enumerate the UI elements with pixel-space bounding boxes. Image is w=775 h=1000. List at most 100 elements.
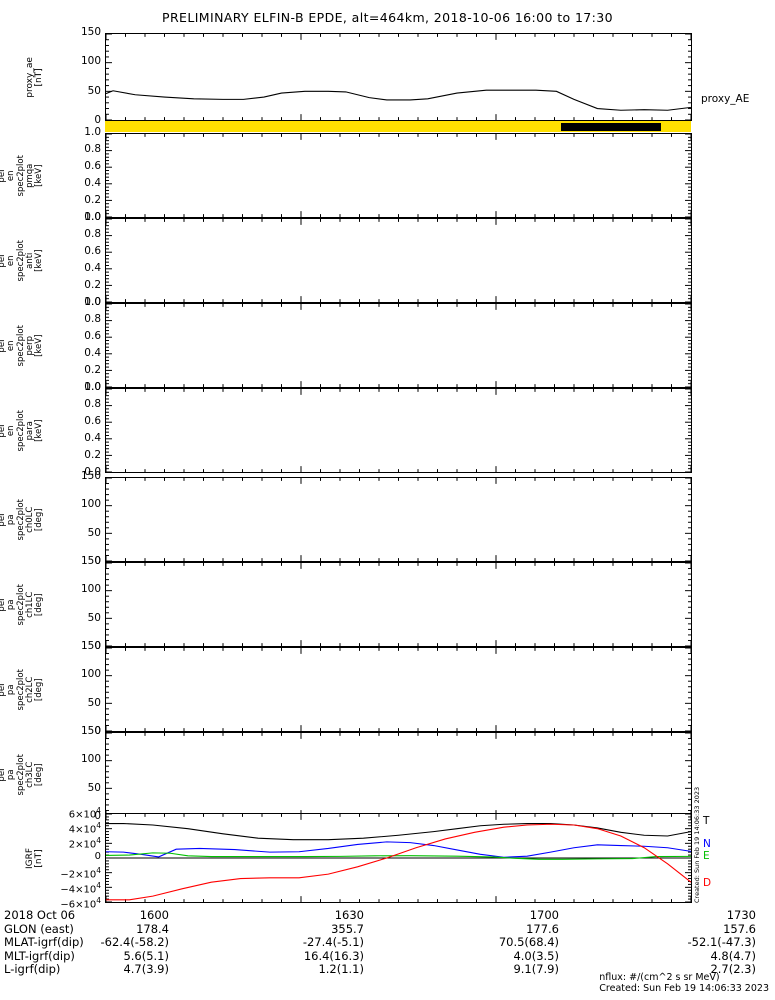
bottom-axis-value: 1700	[529, 908, 559, 922]
ytick-en-anti-2: 0.6	[84, 245, 101, 257]
ylabel-pa-ch2lc: elbpefpaspec2plotch2LC[deg]	[0, 651, 44, 728]
ytick-pa-ch3lc-1: 100	[80, 753, 101, 766]
bottom-axis-value: 4.0(3.5)	[513, 948, 559, 963]
status-bar-black	[560, 122, 662, 131]
bottom-axis-value: 177.6	[526, 921, 559, 936]
ylabel-en-perp: elbpefenspec2plotperp[keV]	[0, 307, 44, 384]
panel-en-perp	[105, 303, 692, 388]
ytick-en-pmqa-5: 0.0	[84, 211, 101, 223]
bottom-axis-value: 2.7(2.3)	[710, 962, 756, 977]
bottom-axis-value: 1.2(1.1)	[318, 962, 364, 977]
bottom-axis-value: 1630	[334, 908, 364, 922]
bottom-axis-value: 355.7	[331, 921, 364, 936]
trace-proxy_AE	[106, 89, 691, 111]
ytick-en-anti-1: 0.8	[84, 228, 101, 240]
footer-notes: nflux: #/(cm^2 s sr MeV) Created: Sun Fe…	[599, 972, 769, 994]
ylabel-line: [keV]	[34, 334, 45, 357]
footer-created: Created: Sun Feb 19 14:06:33 2023	[599, 983, 769, 994]
ylabel-en-para: elbpefenspec2plotpara[keV]	[0, 392, 44, 469]
ylabel-proxy-ae: proxy_ae [nT]	[25, 37, 45, 116]
ytick-igrf-4: −2×104	[60, 866, 101, 881]
ylabel-line: [deg]	[34, 508, 45, 531]
ytick-pa-ch2lc-2: 50	[87, 696, 101, 709]
ytick-pa-ch3lc-2: 50	[87, 781, 101, 794]
ylabel-pa-ch0lc: elbpefpaspec2plotch0LC[deg]	[0, 481, 44, 558]
ylabel-line: [keV]	[34, 249, 45, 272]
ytick-en-para-1: 0.8	[84, 398, 101, 410]
ytick-proxy-ae-1: 100	[80, 55, 101, 68]
ylabel-line: [keV]	[34, 164, 45, 187]
ytick-igrf-3: 0	[94, 851, 101, 862]
right-label-proxy-ae: proxy_AE	[701, 93, 750, 105]
ytick-pa-ch1lc-3: 0	[94, 640, 101, 652]
ytick-pa-ch2lc-3: 0	[94, 725, 101, 737]
ytick-pa-ch1lc-2: 50	[87, 611, 101, 624]
ytick-pa-ch3lc-3: 0	[94, 810, 101, 822]
ytick-en-perp-0: 1.0	[84, 296, 101, 308]
ytick-pa-ch2lc-1: 100	[80, 668, 101, 681]
ytick-pa-ch0lc-1: 100	[80, 498, 101, 511]
panel-en-anti	[105, 218, 692, 303]
bottom-axis-row: L-igrf(dip) 4.7(3.9) 1.2(1.1) 9.1(7.9) 2.7(2…	[4, 963, 772, 977]
bottom-axis-label: L-igrf(dip)	[4, 962, 61, 977]
ylabel-en-pmqa: elbpefenspec2plotpmqa[keV]	[0, 137, 44, 214]
panel-pa-ch3lc	[105, 732, 692, 817]
ylabel-line: [nT]	[34, 848, 45, 868]
bottom-axis-value: -62.4(-58.2)	[100, 935, 169, 950]
ytick-en-para-4: 0.2	[84, 449, 101, 461]
ylabel-en-anti: elbpefenspec2plotanti[keV]	[0, 222, 44, 299]
ytick-igrf-1: 4×104	[68, 821, 101, 836]
panel-pa-ch1lc	[105, 562, 692, 647]
bottom-axis-value: -52.1(-47.3)	[687, 935, 756, 950]
bottom-axis-value: 178.4	[136, 921, 169, 936]
ytick-pa-ch0lc-2: 50	[87, 526, 101, 539]
ytick-en-pmqa-1: 0.8	[84, 143, 101, 155]
trace-D	[106, 823, 691, 901]
bottom-axis-value: -27.4(-5.1)	[302, 935, 364, 950]
legend-item-D: D	[703, 877, 712, 889]
ytick-pa-ch1lc-1: 100	[80, 583, 101, 596]
ytick-igrf-0: 6×104	[68, 806, 101, 821]
bottom-axis-value: 1600	[139, 908, 169, 922]
ytick-pa-ch0lc-0: 150	[80, 470, 101, 482]
trace-T	[106, 822, 691, 841]
ytick-en-para-0: 1.0	[84, 381, 101, 393]
ytick-pa-ch2lc-0: 150	[80, 640, 101, 652]
ytick-en-anti-4: 0.2	[84, 279, 101, 291]
ylabel-pa-ch3lc: elbpefpaspec2plotch3LC[deg]	[0, 736, 44, 813]
ylabel-pa-ch1lc: elbpefpaspec2plotch1LC[deg]	[0, 566, 44, 643]
panel-pa-ch0lc	[105, 477, 692, 562]
panel-en-pmqa	[105, 133, 692, 218]
ytick-en-perp-5: 0.0	[84, 381, 101, 393]
panel-igrf	[105, 813, 692, 903]
bottom-axis-value: 4.7(3.9)	[123, 962, 169, 977]
ytick-en-pmqa-3: 0.4	[84, 177, 101, 189]
ytick-proxy-ae-0: 150	[80, 26, 101, 38]
footer-units: nflux: #/(cm^2 s sr MeV)	[599, 972, 720, 983]
ytick-en-perp-3: 0.4	[84, 347, 101, 359]
ytick-en-anti-3: 0.4	[84, 262, 101, 274]
bottom-axis-value: 70.5(68.4)	[498, 935, 559, 950]
ylabel-line: [deg]	[34, 678, 45, 701]
ytick-en-pmqa-0: 1.0	[84, 126, 101, 138]
legend-item-N: N	[703, 838, 711, 850]
status-bar-yellow	[105, 121, 691, 132]
ylabel-line: [deg]	[34, 763, 45, 786]
ytick-en-pmqa-2: 0.6	[84, 160, 101, 172]
trace-N	[106, 841, 691, 858]
ytick-en-anti-0: 1.0	[84, 211, 101, 223]
ytick-en-para-2: 0.6	[84, 415, 101, 427]
ytick-en-pmqa-4: 0.2	[84, 194, 101, 206]
timestamp-strip: Created: Sun Feb 19 14:06:33 2023	[693, 786, 701, 903]
ytick-proxy-ae-3: 0	[94, 114, 101, 126]
ytick-en-perp-4: 0.2	[84, 364, 101, 376]
ytick-igrf-5: −4×104	[60, 881, 101, 896]
panel-en-para	[105, 388, 692, 473]
bottom-axis-value: 157.6	[723, 921, 756, 936]
ytick-pa-ch3lc-0: 150	[80, 725, 101, 737]
ylabel-line: [nT]	[34, 67, 45, 87]
legend-item-E: E	[703, 850, 710, 862]
bottom-axis-row: MLT-igrf(dip) 5.6(5.1) 16.4(16.3) 4.0(3.5) 4…	[4, 948, 772, 964]
panel-proxy-ae	[105, 33, 692, 121]
ytick-en-para-5: 0.0	[84, 466, 101, 478]
